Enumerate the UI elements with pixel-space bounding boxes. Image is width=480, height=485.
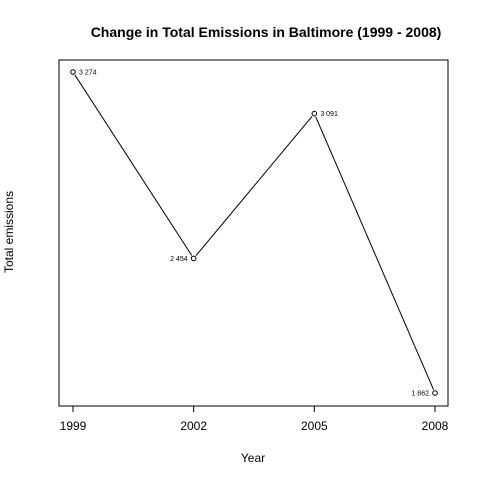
y-axis-label: Total emissions	[2, 191, 16, 273]
data-point-marker	[190, 255, 197, 262]
series-line-segment	[315, 116, 435, 390]
x-tick-label: 1999	[60, 419, 87, 433]
series-line-segment	[74, 74, 193, 256]
series-line-segment	[195, 115, 313, 257]
data-label: 1 862	[411, 391, 429, 398]
data-label: 2 454	[170, 256, 188, 263]
x-tick-label: 2005	[301, 419, 328, 433]
x-axis: 1999 2002 2005 2008	[60, 405, 449, 433]
data-point-marker	[70, 69, 76, 75]
data-label: 3 091	[320, 111, 338, 118]
x-axis-label: Year	[241, 451, 265, 465]
data-point-marker	[311, 110, 318, 117]
plot-area-frame	[58, 59, 449, 407]
series-layer: 3 274 2 454 3 091 1 862	[70, 69, 438, 398]
data-point-marker	[432, 390, 438, 396]
chart-title: Change in Total Emissions in Baltimore (…	[91, 24, 442, 40]
x-tick-label: 2002	[180, 419, 207, 433]
x-tick-label: 2008	[422, 419, 449, 433]
data-label: 3 274	[79, 70, 97, 77]
